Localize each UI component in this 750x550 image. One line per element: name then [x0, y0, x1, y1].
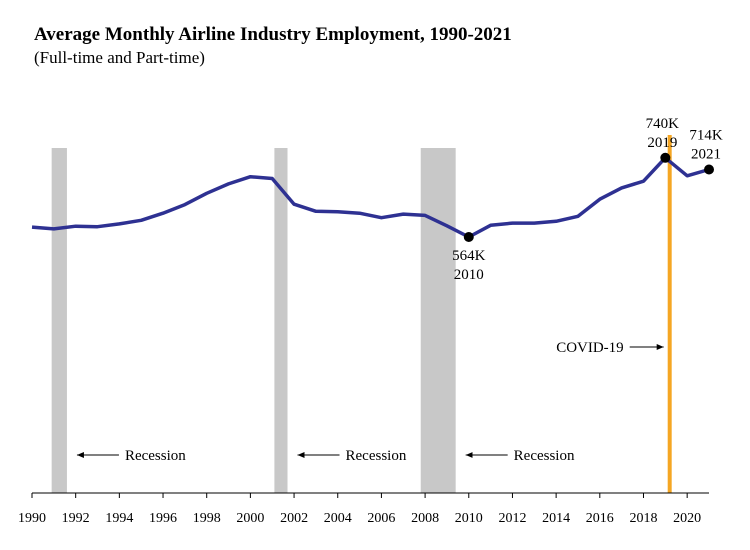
x-tick-label: 2004 [324, 511, 352, 526]
recession-bar [274, 148, 288, 493]
x-tick-label: 2010 [455, 511, 483, 526]
recession-label: Recession [514, 448, 575, 464]
data-point-marker [704, 164, 714, 175]
x-tick-label: 2020 [673, 511, 701, 526]
x-tick-label: 2014 [542, 511, 570, 526]
x-tick-label: 2008 [411, 511, 439, 526]
x-tick-label: 2002 [280, 511, 308, 526]
series-line [31, 156, 710, 239]
data-label-year: 2021 [691, 147, 721, 163]
x-tick-label: 2006 [367, 511, 395, 526]
x-tick-label: 1994 [105, 511, 133, 526]
x-tick-label: 2000 [236, 511, 264, 526]
covid-label: COVID-19 [556, 340, 624, 356]
data-label-year: 2019 [647, 135, 677, 151]
recession-label: Recession [125, 448, 186, 464]
data-label-value: 740K [646, 116, 680, 132]
x-tick-label: 2018 [629, 511, 657, 526]
data-label-value: 714K [689, 128, 723, 144]
x-tick-label: 1990 [18, 511, 46, 526]
x-tick-label: 1992 [62, 511, 90, 526]
data-point-marker [463, 232, 474, 242]
chart-title: Average Monthly Airline Industry Employm… [34, 24, 512, 45]
x-tick-label: 2012 [498, 511, 526, 526]
x-tick-label: 1996 [149, 511, 177, 526]
data-point-marker [660, 152, 671, 163]
data-label-value: 564K [452, 248, 486, 264]
recession-bar [51, 148, 67, 493]
chart-subtitle: (Full-time and Part-time) [34, 48, 205, 67]
data-label-year: 2010 [454, 267, 484, 283]
recession-label: Recession [346, 448, 407, 464]
recession-bar [420, 148, 456, 493]
x-tick-label: 1998 [193, 511, 221, 526]
x-tick-label: 2016 [586, 511, 614, 526]
